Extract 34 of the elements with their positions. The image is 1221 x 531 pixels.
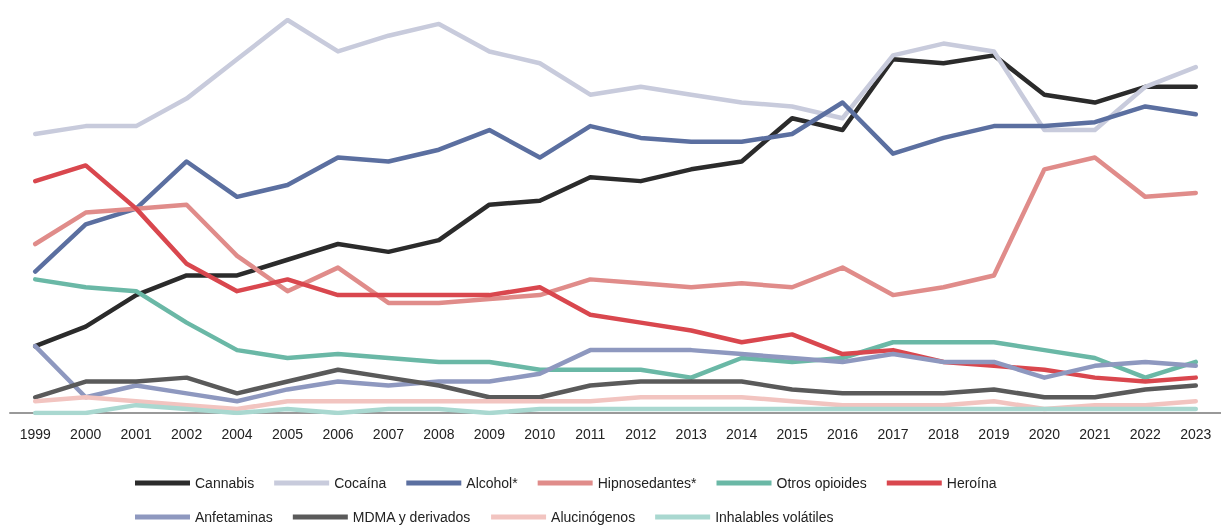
x-tick-label: 2004 [221,426,253,442]
x-tick-label: 2000 [70,426,102,442]
legend-label: Hipnosedantes* [597,475,698,491]
x-tick-label: 2007 [372,426,405,442]
x-tick-label: 2021 [1079,426,1111,442]
legend-label: Inhalables volátiles [715,509,834,525]
x-tick-label: 2010 [524,426,556,442]
x-tick-label: 2001 [120,426,152,442]
x-tick-label: 2020 [1028,426,1061,442]
x-tick-label: 2014 [726,426,758,442]
x-tick-label: 2019 [978,426,1010,442]
x-tick-label: 2002 [171,426,203,442]
x-tick-label: 2006 [322,426,354,442]
legend-label: Alcohol* [466,475,519,491]
legend-label: Cocaína [334,475,387,491]
legend-label: Anfetaminas [195,509,273,525]
x-tick-label: 2018 [927,426,960,442]
x-tick-label: 2005 [271,426,304,442]
x-tick-label: 2016 [826,426,859,442]
x-tick-label: 2015 [776,426,808,442]
x-tick-label: 2017 [877,426,909,442]
legend-label: Cannabis [195,475,255,491]
x-tick-label: 2008 [423,426,455,442]
x-tick-label: 2011 [575,426,606,442]
x-tick-label: 2023 [1180,426,1212,442]
x-tick-label: 1999 [19,426,52,442]
legend-label: Heroína [946,475,997,491]
x-tick-label: 2013 [675,426,707,442]
legend-label: Otros opioides [776,475,867,491]
x-tick-label: 2022 [1129,426,1162,442]
x-tick-label: 2012 [625,426,657,442]
legend-label: Alucinógenos [551,509,636,525]
x-tick-label: 2009 [473,426,506,442]
legend-label: MDMA y derivados [352,509,471,525]
